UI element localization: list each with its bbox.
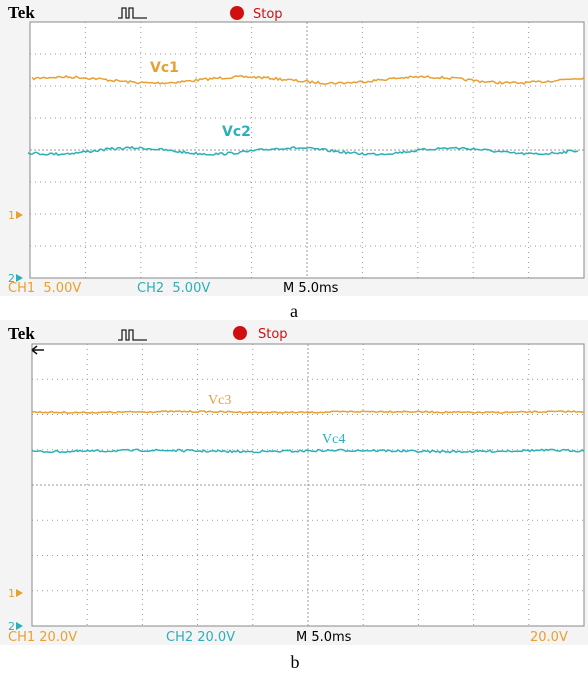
caption: b: [291, 652, 300, 672]
brand: Tek: [8, 324, 35, 343]
brand: Tek: [8, 3, 35, 22]
stop-dot: [233, 326, 247, 340]
scope-panel-b: Tek Stop Vc3 Vc4 1 2 CH1 20.0V CH2 20.0V…: [0, 320, 588, 645]
marker: 1: [8, 209, 15, 222]
ch2-scale: CH2 20.0V: [166, 630, 235, 645]
timebase: M 5.0ms: [283, 281, 339, 296]
trace-label: Vc2: [222, 124, 251, 140]
ch1-scale: CH1 20.0V: [8, 630, 77, 645]
marker: 1: [8, 587, 15, 600]
ch1-scale: CH1 5.00V: [8, 281, 81, 296]
trace-label: Vc3: [208, 393, 231, 408]
caption: a: [290, 301, 298, 321]
figure: Tek Stop Vc1 Vc2 1 2 CH1 5.00V CH2 5.00V…: [0, 0, 588, 673]
status: Stop: [258, 327, 288, 342]
timebase: M 5.0ms: [296, 630, 352, 645]
trace-label: Vc1: [150, 60, 179, 76]
trigger-level: 20.0V: [530, 630, 568, 645]
stop-dot: [230, 6, 244, 20]
ch2-scale: CH2 5.00V: [137, 281, 210, 296]
scope-panel-a: Tek Stop Vc1 Vc2 1 2 CH1 5.00V CH2 5.00V…: [0, 0, 588, 296]
trace-label: Vc4: [322, 432, 345, 447]
status: Stop: [253, 7, 283, 22]
